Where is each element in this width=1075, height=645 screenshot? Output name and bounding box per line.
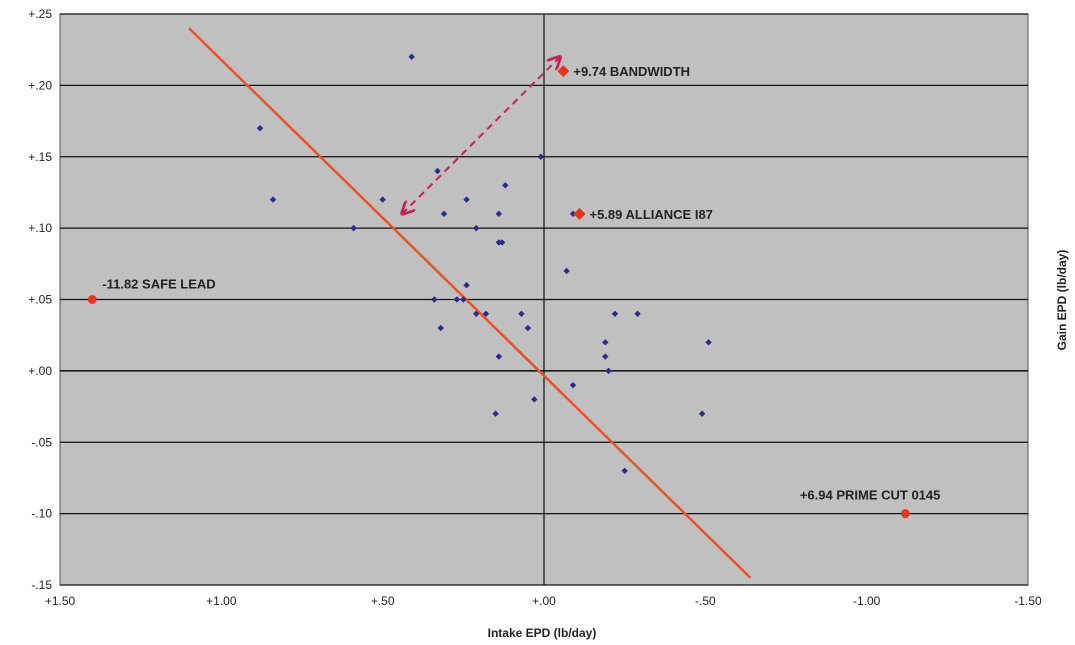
data-point — [473, 224, 480, 232]
data-point — [379, 196, 386, 203]
x-axis-title: Intake EPD (lb/day) — [488, 626, 597, 640]
data-point — [473, 310, 480, 317]
data-point — [495, 353, 503, 360]
data-point — [350, 224, 357, 232]
highlight-point — [87, 295, 97, 304]
regression-line — [188, 27, 752, 579]
highlight-label: +5.89 ALLIANCE I87 — [589, 207, 712, 222]
y-tick-label: +.25 — [28, 7, 52, 21]
data-point — [518, 310, 525, 317]
data-point — [269, 196, 277, 203]
y-tick-label: +.15 — [28, 150, 52, 164]
data-point — [705, 339, 712, 346]
data-point — [621, 467, 628, 474]
x-tick-label: -.50 — [695, 594, 716, 608]
data-point — [498, 239, 506, 246]
y-tick-label: -.05 — [31, 435, 52, 449]
data-point — [611, 310, 619, 317]
x-tick-label: +.50 — [371, 594, 395, 608]
x-tick-label: +1.00 — [206, 594, 237, 608]
highlight-label: +9.74 BANDWIDTH — [573, 64, 690, 79]
data-point — [605, 367, 612, 375]
data-point — [524, 324, 532, 332]
y-axis-title: Gain EPD (lb/day) — [1055, 250, 1069, 351]
double-arrow — [402, 57, 560, 214]
x-tick-label: +.00 — [532, 594, 556, 608]
y-tick-label: +.00 — [28, 364, 52, 378]
data-point — [463, 282, 470, 289]
data-point — [256, 125, 264, 132]
data-point — [602, 339, 609, 346]
highlight-point — [900, 509, 910, 519]
data-point — [698, 410, 706, 417]
data-point — [460, 296, 467, 303]
x-tick-label: -1.50 — [1014, 594, 1042, 608]
data-point — [453, 296, 461, 303]
regression-line-group — [188, 27, 752, 579]
data-point — [437, 324, 444, 332]
data-point — [569, 381, 577, 389]
data-point — [634, 310, 641, 317]
data-point — [531, 396, 538, 403]
data-point — [492, 410, 499, 417]
data-point — [482, 310, 490, 317]
highlight-points: -11.82 SAFE LEAD +9.74 BANDWIDTH +5.89 ALL… — [87, 64, 941, 519]
x-tick-label: -1.00 — [853, 594, 881, 608]
highlight-label: +6.94 PRIME CUT 0145 — [800, 488, 941, 503]
data-point — [495, 239, 503, 246]
y-tick-label: -.15 — [31, 578, 52, 592]
tick-labels: +.25 +.20 +.15 +.10 +.05 +.00 -.05 -.10 -.15 +1.5… — [28, 7, 1042, 608]
x-tick-label: +1.50 — [45, 594, 76, 608]
y-tick-label: +.05 — [28, 293, 52, 307]
y-tick-label: +.20 — [28, 78, 52, 92]
y-tick-label: +.10 — [28, 221, 52, 235]
y-tick-label: -.10 — [31, 507, 52, 521]
data-point — [602, 353, 609, 360]
data-point — [431, 296, 438, 303]
data-point — [569, 210, 577, 218]
highlight-point — [573, 207, 586, 220]
highlight-label: -11.82 SAFE LEAD — [102, 277, 215, 292]
arrow-group — [402, 57, 560, 214]
data-point — [563, 267, 570, 275]
